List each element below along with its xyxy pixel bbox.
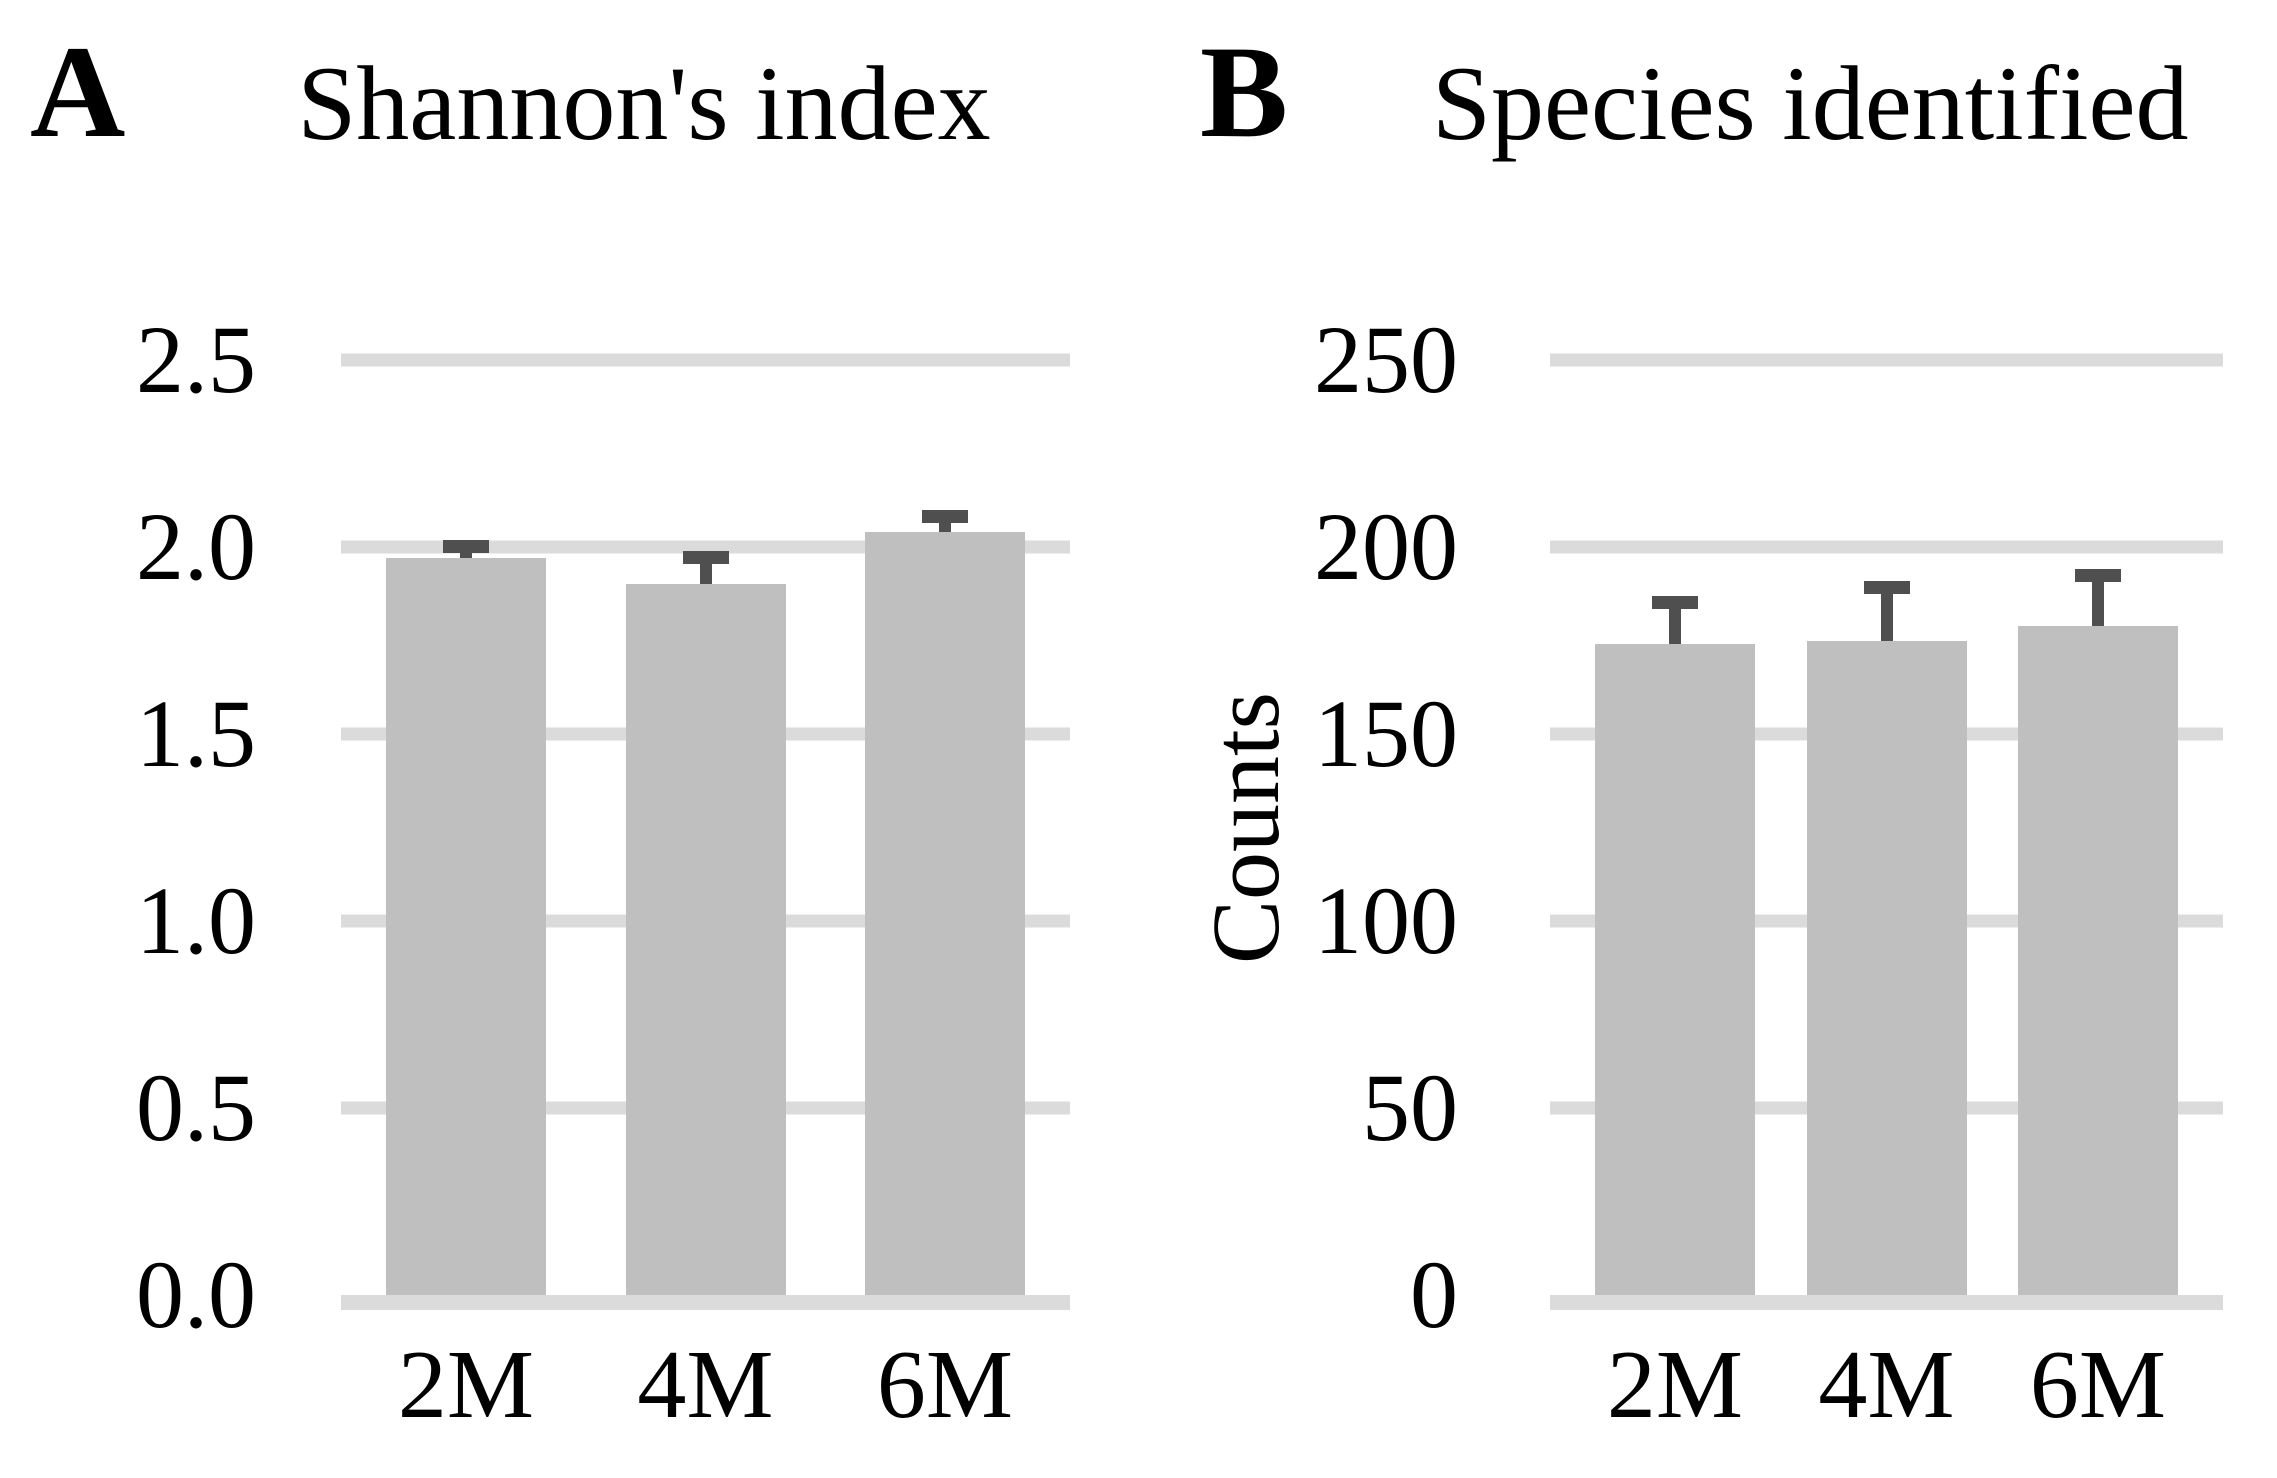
- y-tick-label-150: 150: [1314, 680, 1458, 787]
- y-tick-label-250: 250: [1314, 306, 1458, 413]
- bar-slot-6M: [865, 360, 1025, 1295]
- y-tick-label-2.0: 2.0: [136, 493, 256, 600]
- panel-b-x-axis-labels: 2M 4M 6M: [1550, 1336, 2223, 1434]
- panel-a-label: A: [30, 18, 126, 165]
- y-tick-label-50: 50: [1362, 1054, 1458, 1161]
- y-tick-label-200: 200: [1314, 493, 1458, 600]
- x-tick-label-2M: 2M: [397, 1331, 535, 1439]
- panel-b-title: Species identified: [1432, 45, 2189, 162]
- bar-6M: [865, 532, 1025, 1295]
- gridline-2.5: [341, 353, 1070, 367]
- bar-2M: [386, 558, 546, 1295]
- x-tick-label-4M: 4M: [637, 1331, 774, 1439]
- bar-4M: [1806, 640, 1967, 1295]
- x-tick-label-2M: 2M: [1606, 1331, 1744, 1439]
- bar-slot-4M: [625, 360, 786, 1295]
- panel-a-plot-area: [341, 353, 1070, 1310]
- x-tick-label-6M: 6M: [2029, 1331, 2167, 1439]
- y-tick-label-0.5: 0.5: [136, 1054, 256, 1161]
- x-tick-label-4M: 4M: [1818, 1331, 1955, 1439]
- y-tick-label-100: 100: [1314, 867, 1458, 974]
- bar-6M: [2018, 625, 2178, 1295]
- gridline-200: [1550, 540, 2223, 554]
- bar-slot-2M: [1595, 360, 1755, 1295]
- bar-4M: [625, 584, 786, 1295]
- bars-group: [341, 360, 1070, 1295]
- gridline-250: [1550, 353, 2223, 367]
- panel-b-y-axis-ticks: 250 200 150 100 50 0: [1260, 312, 1458, 1343]
- bar-slot-2M: [386, 360, 546, 1295]
- y-tick-label-0.0: 0.0: [136, 1241, 256, 1348]
- error-bar-4M: [682, 550, 729, 585]
- bar-2M: [1595, 644, 1755, 1295]
- bar-slot-4M: [1806, 360, 1967, 1295]
- bars-group: [1550, 360, 2223, 1295]
- panel-a-x-axis-labels: 2M 4M 6M: [341, 1336, 1070, 1434]
- error-bar-6M: [2075, 569, 2121, 625]
- error-bar-2M: [443, 539, 489, 559]
- gridline-0.0: [341, 1295, 1070, 1310]
- error-bar-4M: [1863, 580, 1910, 641]
- bar-slot-6M: [2018, 360, 2178, 1295]
- y-tick-label-1.5: 1.5: [136, 680, 256, 787]
- error-bar-6M: [922, 509, 968, 532]
- error-bar-2M: [1652, 595, 1698, 645]
- panel-a-y-axis-ticks: 2.5 2.0 1.5 1.0 0.5 0.0: [0, 312, 256, 1343]
- y-tick-label-1.0: 1.0: [136, 867, 256, 974]
- y-tick-label-0: 0: [1410, 1241, 1458, 1348]
- panel-a-title: Shannon's index: [297, 45, 991, 162]
- panel-b-label: B: [1200, 18, 1289, 165]
- panel-b-plot-area: [1550, 353, 2223, 1310]
- x-tick-label-6M: 6M: [876, 1331, 1014, 1439]
- y-tick-label-2.5: 2.5: [136, 306, 256, 413]
- gridline-0: [1550, 1295, 2223, 1310]
